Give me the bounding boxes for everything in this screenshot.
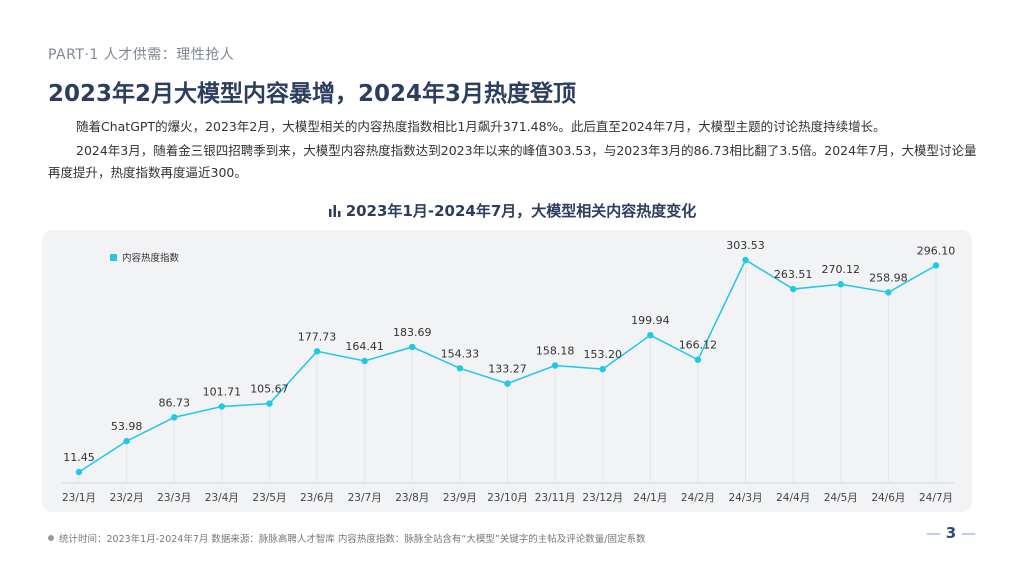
data-point <box>409 343 416 351</box>
page-number-value: 3 <box>945 524 957 542</box>
data-label: 166.12 <box>679 339 718 352</box>
chart-title: 2023年1月-2024年7月，大模型相关内容热度变化 <box>0 200 1024 221</box>
body-paragraph-2: 2024年3月，随着金三银四招聘季到来，大模型内容热度指数达到2023年以来的峰… <box>48 143 977 180</box>
section-label: PART·1 人才供需：理性抢人 <box>48 47 235 63</box>
data-label: 177.73 <box>298 330 337 343</box>
data-point <box>885 289 892 296</box>
data-label: 296.10 <box>917 244 956 257</box>
data-point <box>599 365 606 373</box>
data-label: 86.73 <box>158 396 190 409</box>
x-tick-label: 23/1月 <box>62 492 96 504</box>
data-point <box>171 414 178 421</box>
x-tick-label: 24/6月 <box>871 492 905 504</box>
x-tick-label: 23/11月 <box>535 492 576 504</box>
data-label: 263.51 <box>774 268 813 281</box>
x-tick-label: 24/2月 <box>681 492 715 504</box>
body-paragraph-1: 随着ChatGPT的爆火，2023年2月，大模型相关的内容热度指数相比1月飙升3… <box>76 119 886 134</box>
bullet-dot-icon <box>48 535 54 541</box>
data-point <box>742 256 749 264</box>
data-label: 101.71 <box>203 385 242 398</box>
page-title: 2023年2月大模型内容暴增，2024年3月热度登顶 <box>48 81 577 107</box>
data-label: 270.12 <box>822 263 861 276</box>
data-label: 158.18 <box>536 344 575 357</box>
x-tick-label: 24/4月 <box>776 492 810 504</box>
x-tick-label: 23/2月 <box>110 492 144 504</box>
data-point <box>789 285 797 293</box>
data-point <box>218 403 226 410</box>
data-label: 11.45 <box>63 451 95 464</box>
data-point <box>266 400 273 407</box>
x-tick-label: 23/4月 <box>205 492 239 504</box>
legend-label: 内容热度指数 <box>122 252 180 264</box>
data-label: 154.33 <box>441 347 480 360</box>
data-label: 258.98 <box>869 271 908 284</box>
x-tick-label: 23/8月 <box>395 492 429 504</box>
line-chart: 11.45 53.98 86.73 101.71 105.67 177.73 164.41 1… <box>62 239 956 504</box>
x-tick-label: 23/3月 <box>157 492 191 504</box>
data-point <box>837 281 844 288</box>
data-point <box>313 348 321 355</box>
x-tick-label: 24/7月 <box>919 492 953 504</box>
x-tick-label: 23/6月 <box>300 492 334 504</box>
x-tick-label: 23/9月 <box>443 492 477 504</box>
legend-swatch <box>110 254 117 261</box>
data-label: 303.53 <box>726 239 765 252</box>
x-tick-label: 24/3月 <box>729 492 763 504</box>
data-point <box>694 356 702 363</box>
footer-note-text: 统计时间：2023年1月-2024年7月 数据来源：脉脉高聘人才智库 内容热度指… <box>59 534 646 545</box>
data-label: 153.20 <box>583 348 622 361</box>
data-point <box>123 437 130 445</box>
x-tick-label: 24/5月 <box>824 492 858 504</box>
data-label: 164.41 <box>345 340 384 353</box>
x-tick-label: 23/5月 <box>252 492 286 504</box>
x-tick-label: 23/10月 <box>487 492 528 504</box>
chart-panel: 11.45 53.98 86.73 101.71 105.67 177.73 164.41 1… <box>42 230 972 512</box>
data-point <box>647 331 654 339</box>
data-point <box>504 380 511 387</box>
footer-note: 统计时间：2023年1月-2024年7月 数据来源：脉脉高聘人才智库 内容热度指… <box>48 531 645 545</box>
data-point <box>551 362 559 369</box>
data-point <box>75 468 83 476</box>
data-label: 133.27 <box>488 363 527 376</box>
bar-chart-icon <box>328 205 341 217</box>
page-number: — 3 — <box>926 524 976 542</box>
chart-title-text: 2023年1月-2024年7月，大模型相关内容热度变化 <box>345 202 697 220</box>
data-point <box>456 365 464 372</box>
data-label: 199.94 <box>631 314 670 327</box>
data-label: 183.69 <box>393 326 432 339</box>
x-tick-label: 23/7月 <box>348 492 382 504</box>
x-tick-label: 24/1月 <box>633 492 667 504</box>
data-label: 53.98 <box>111 420 143 433</box>
data-point <box>932 262 940 269</box>
x-tick-label: 23/12月 <box>582 492 623 504</box>
data-point <box>361 357 368 365</box>
data-label: 105.67 <box>250 383 289 396</box>
